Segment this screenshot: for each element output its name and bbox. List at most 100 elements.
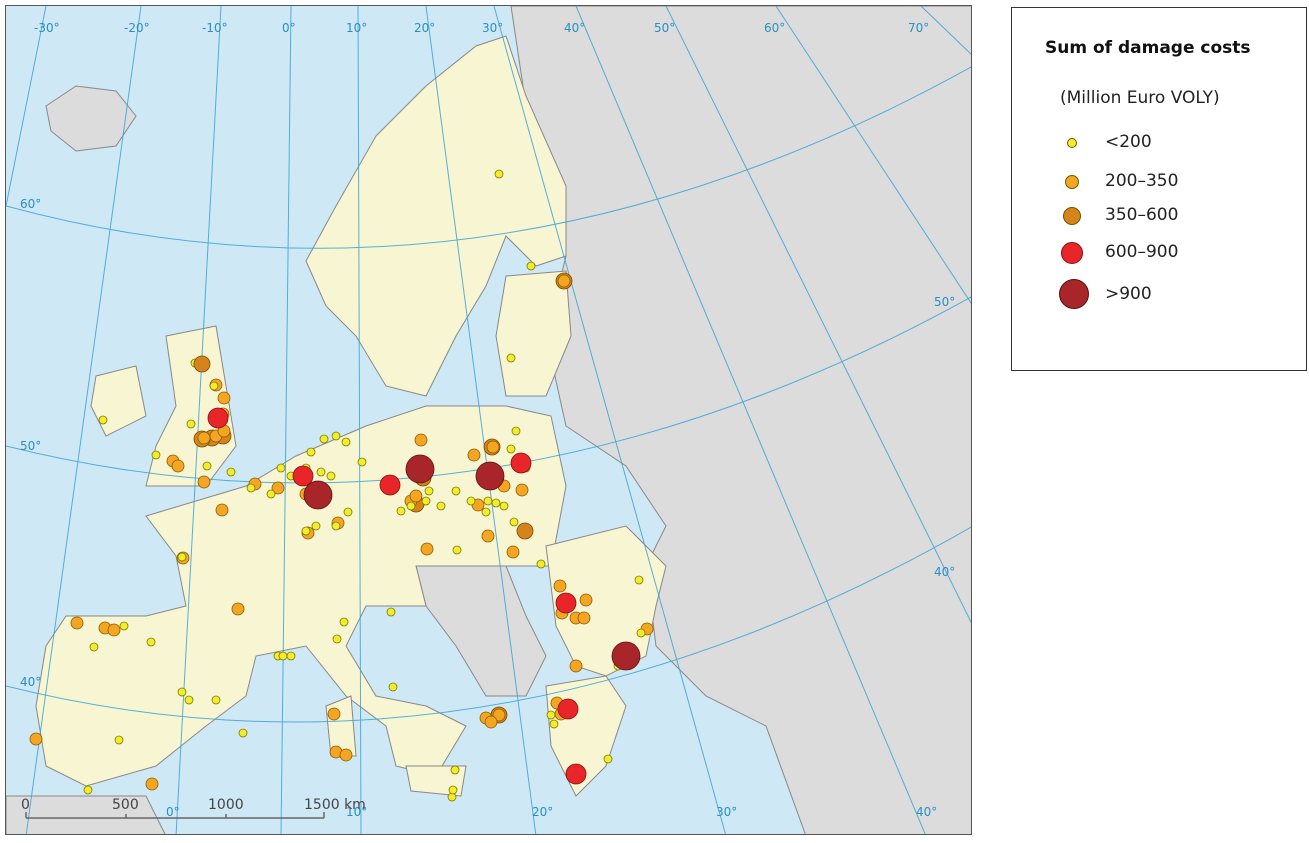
grat-top-label: 50° [654, 21, 675, 35]
facility-marker-200-350 [515, 483, 529, 497]
grat-right-label: 40° [934, 565, 955, 579]
facility-marker-200-350 [70, 616, 84, 630]
facility-marker-200-350 [171, 459, 185, 473]
facility-marker-lt200 [184, 695, 194, 705]
facility-marker-lt200 [450, 765, 460, 775]
facility-marker-lt200 [306, 447, 316, 457]
facility-marker-200-350 [197, 475, 211, 489]
facility-marker-200-350 [481, 529, 495, 543]
facility-marker-lt200 [452, 545, 462, 555]
grat-top-label: 30° [482, 21, 503, 35]
facility-markers [29, 169, 654, 802]
facility-marker-lt200 [491, 498, 501, 508]
facility-marker-lt200 [186, 419, 196, 429]
facility-marker-200-350 [217, 391, 231, 405]
facility-marker-200-350 [492, 708, 506, 722]
facility-marker-lt200 [506, 444, 516, 454]
legend-symbol-small [1067, 138, 1077, 148]
facility-marker-lt200 [89, 642, 99, 652]
facility-marker-lt200 [276, 463, 286, 473]
facility-marker-lt200 [386, 607, 396, 617]
facility-marker-lt200 [509, 517, 519, 527]
grat-top-label: 60° [764, 21, 785, 35]
facility-marker-lt200 [316, 467, 326, 477]
grat-top-label: 40° [564, 21, 585, 35]
facility-marker-lt200 [301, 526, 311, 536]
facility-marker-200-350 [579, 593, 593, 607]
facility-marker-200-350 [107, 623, 121, 637]
scale-label-0: 0 [21, 797, 30, 813]
graticule [6, 6, 971, 834]
facility-marker-200-350 [215, 503, 229, 517]
grat-bottom-label: 20° [532, 805, 553, 819]
facility-marker-lt200 [388, 682, 398, 692]
facility-marker-lt200 [451, 486, 461, 496]
facility-marker-lt200 [634, 575, 644, 585]
grat-bottom-label: 0° [166, 805, 180, 819]
legend-label: 200–350 [1105, 171, 1179, 191]
facility-marker-lt200 [511, 426, 521, 436]
grat-top-label: 0° [282, 21, 296, 35]
legend-subtitle: (Million Euro VOLY) [1060, 88, 1220, 108]
facility-marker-de-3 [379, 474, 401, 496]
facility-marker-bg-1 [611, 641, 641, 671]
facility-marker-ro-1 [555, 592, 577, 614]
facility-marker-200-350 [486, 440, 500, 454]
facility-marker-lt200 [202, 461, 212, 471]
facility-marker-lt200 [448, 785, 458, 795]
facility-marker-lt200 [341, 437, 351, 447]
legend-symbol-xxlarge [1059, 279, 1089, 309]
grat-bottom-label: 40° [916, 805, 937, 819]
facility-marker-350-600 [516, 522, 534, 540]
facility-marker-lt200 [286, 651, 296, 661]
facility-marker-lt200 [343, 507, 353, 517]
facility-marker-200-350 [577, 611, 591, 625]
scale-label-1500: 1500 km [304, 797, 366, 813]
grat-left-label: 50° [20, 439, 41, 453]
grat-top-label: -10° [202, 21, 228, 35]
facility-marker-lt200 [603, 754, 613, 764]
facility-marker-200-350 [506, 545, 520, 559]
facility-marker-lt200 [494, 169, 504, 179]
facility-marker-lt200 [636, 628, 646, 638]
facility-marker-lt200 [357, 457, 367, 467]
scale-label-500: 500 [112, 797, 139, 813]
facility-marker-lt200 [536, 559, 546, 569]
facility-marker-lt200 [466, 496, 476, 506]
legend-item-gt900: >900 [1012, 276, 1306, 310]
facility-marker-lt200 [238, 728, 248, 738]
legend-symbol-xlarge [1061, 242, 1083, 264]
facility-marker-200-350 [467, 448, 481, 462]
facility-marker-lt200 [406, 501, 416, 511]
grat-left-label: 40° [20, 675, 41, 689]
facility-marker-lt200 [266, 489, 276, 499]
legend-symbol-large [1063, 207, 1081, 225]
facility-marker-benelux-1 [292, 465, 314, 487]
facility-marker-lt200 [436, 501, 446, 511]
grat-top-label: 20° [414, 21, 435, 35]
facility-marker-uk-1 [207, 407, 229, 429]
facility-marker-lt200 [421, 496, 431, 506]
facility-marker-lt200 [546, 710, 556, 720]
facility-marker-lt200 [177, 552, 187, 562]
scale-bar: 0 500 1000 1500 km [21, 797, 366, 819]
eu-land [35, 35, 667, 797]
map-panel: -30° -20° -10° 0° 10° 20° 30° 40° 50° 60… [5, 5, 972, 835]
facility-marker-lt200 [246, 483, 256, 493]
facility-marker-200-350 [409, 489, 423, 503]
facility-marker-200-350 [145, 777, 159, 791]
non-eu-land [6, 6, 971, 834]
legend-label: 600–900 [1105, 242, 1179, 262]
facility-marker-lt200 [278, 651, 288, 661]
grat-right-label: 50° [934, 295, 955, 309]
facility-marker-lt200 [119, 621, 129, 631]
legend-title: Sum of damage costs [1045, 38, 1251, 58]
legend-label: 350–600 [1105, 205, 1179, 225]
facility-marker-200-350 [557, 274, 571, 288]
facility-marker-200-350 [327, 707, 341, 721]
facility-marker-lt200 [311, 521, 321, 531]
facility-marker-lt200 [424, 486, 434, 496]
facility-marker-200-350 [231, 602, 245, 616]
facility-marker-lt200 [98, 415, 108, 425]
facility-marker-lt200 [396, 506, 406, 516]
